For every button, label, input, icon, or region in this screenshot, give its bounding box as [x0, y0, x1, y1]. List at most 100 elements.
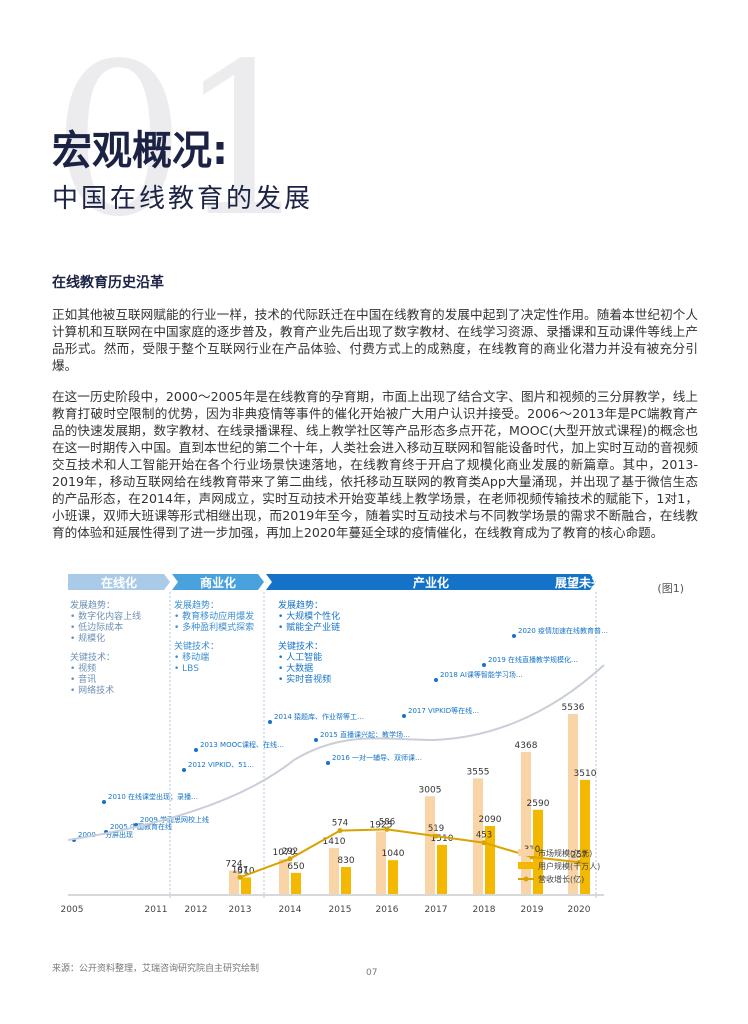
online-education-timeline-chart: 在线化 商业化 产业化 展望未来 发展趋势：• 数字化内容上线• 低边际成本• 规模化… [61, 574, 608, 915]
tech-item: • 音讯 [70, 673, 96, 685]
bar-users-2014 [291, 872, 301, 894]
phase-label-3: 展望未来 [555, 575, 604, 590]
chart-legend: 市场规模(亿元) 用户规模(千万人) 营收增长(亿) [518, 848, 600, 884]
revenue-label: 257 [571, 850, 587, 860]
event-marker [326, 761, 330, 765]
tech-item: • 移动端 [174, 651, 209, 663]
tech-heading: 关键技术： [174, 640, 219, 652]
page-subtitle: 中国在线教育的发展 [52, 184, 314, 214]
bar-market-2018 [473, 778, 483, 894]
bar-users-label: 1510 [431, 834, 454, 844]
bar-users-2017 [437, 844, 447, 894]
event-label: 2015 直播课兴起；教学场… [320, 730, 410, 739]
revenue-label: 292 [282, 847, 298, 857]
bar-market-2019 [521, 751, 531, 894]
event-label: 2014 猿题库、作业帮等工… [274, 712, 364, 721]
phase-label-1: 商业化 [200, 575, 236, 590]
trend-item: • 赋能全产业链 [278, 621, 340, 633]
bar-market-label: 724 [225, 859, 242, 869]
event-label: 2020 疫情加速在线教育普… [518, 626, 608, 635]
trend-heading: 发展趋势： [70, 599, 115, 611]
bar-users-label: 1040 [382, 849, 405, 859]
bar-users-label: 830 [337, 856, 354, 866]
event-marker [102, 800, 106, 804]
trend-heading: 发展趋势： [278, 599, 323, 611]
event-marker [182, 768, 186, 772]
legend-swatch-dot [523, 876, 529, 882]
bar-market-2016 [376, 831, 386, 894]
event-marker [402, 714, 406, 718]
tech-item: • 视频 [70, 662, 96, 674]
event-label: 2019 在线直播教学规模化… [488, 655, 578, 664]
figure-label: (图1) [657, 582, 684, 595]
bar-market-label: 3005 [419, 785, 442, 795]
bar-users-2020 [580, 779, 590, 894]
x-tick-label: 2020 [568, 905, 591, 915]
event-label: 2000 一分屏出现 [78, 830, 133, 839]
tech-item: • 人工智能 [278, 651, 322, 663]
paragraph-intro: 正如其他被互联网赋能的行业一样，技术的代际跃迁在中国在线教育的发展中起到了决定性… [52, 307, 698, 373]
revenue-point [237, 874, 243, 880]
x-tick-label: 2019 [521, 905, 544, 915]
phase-chevron-2 [266, 574, 596, 590]
tech-item: • LBS [174, 664, 199, 674]
bar-market-label: 1070 [273, 848, 296, 858]
phase-chevron-0 [68, 574, 170, 590]
chart-axis: 2005 2011 2012 2013 2014 2015 2016 2017 2018 2019… [61, 894, 604, 915]
source-note: 来源：公开资料整理，艾瑞咨询研究院自主研究绘制 [52, 964, 260, 974]
bar-market-label: 5536 [562, 703, 585, 713]
x-tick-label: 2011 [145, 905, 168, 915]
revenue-point [384, 826, 390, 832]
event-marker [434, 678, 438, 682]
event-label: 2018 AI课等智能学习场… [440, 670, 523, 679]
event-label: 2012 VIPKID、51… [188, 761, 254, 769]
section-heading: 在线教育历史沿革 [52, 275, 164, 291]
event-label: 2016 一对一辅导、双师课… [332, 753, 422, 762]
bar-users-2016 [388, 860, 398, 894]
bar-users-2018 [485, 826, 495, 894]
bar-market-2020 [568, 714, 578, 894]
bar-users-2015 [341, 867, 351, 894]
revenue-label: 453 [476, 831, 492, 841]
phase-chevron-1 [172, 574, 264, 590]
legend-label: 营收增长(亿) [538, 874, 584, 884]
bar-users-label: 510 [237, 866, 254, 876]
legend-label: 用户规模(千万人) [538, 861, 600, 871]
legend-swatch [518, 862, 534, 869]
revenue-label: 586 [379, 817, 395, 827]
page-number: 07 [366, 968, 378, 978]
trend-heading: 发展趋势： [174, 599, 219, 611]
trend-item: • 数字化内容上线 [70, 610, 141, 622]
revenue-point [337, 828, 343, 834]
tech-item: • 网络技术 [70, 684, 114, 696]
legend-swatch [518, 849, 534, 856]
bar-market-label: 1410 [323, 837, 346, 847]
x-tick-label: 2016 [376, 905, 399, 915]
bar-users-label: 2090 [479, 815, 502, 825]
event-marker [512, 634, 516, 638]
tech-item: • 实时音视频 [278, 673, 331, 685]
x-tick-label: 2018 [473, 905, 496, 915]
phase-label-0: 在线化 [101, 575, 137, 590]
bar-market-2014 [279, 859, 289, 894]
tech-item: • 大数据 [278, 662, 313, 674]
trend-item: • 规模化 [70, 632, 105, 644]
bar-market-label: 1925 [370, 820, 393, 830]
bar-market-2017 [425, 796, 435, 894]
tech-heading: 关键技术： [70, 651, 115, 663]
bar-users-2013 [241, 877, 251, 894]
x-tick-label: 2012 [185, 905, 208, 915]
event-label: 2013 MOOC课程、在线… [200, 740, 284, 749]
page-title: 宏观概况: [52, 128, 228, 174]
trend-item: • 教育移动应用爆发 [174, 610, 254, 622]
phase-bar: 在线化 商业化 产业化 展望未来 [68, 574, 604, 900]
revenue-label: 574 [332, 819, 348, 829]
event-marker [314, 738, 318, 742]
x-tick-label: 2005 [61, 905, 84, 915]
event-marker [194, 748, 198, 752]
bar-users-label: 650 [287, 862, 304, 872]
revenue-point [433, 833, 439, 839]
bar-users-label: 3510 [574, 769, 597, 779]
